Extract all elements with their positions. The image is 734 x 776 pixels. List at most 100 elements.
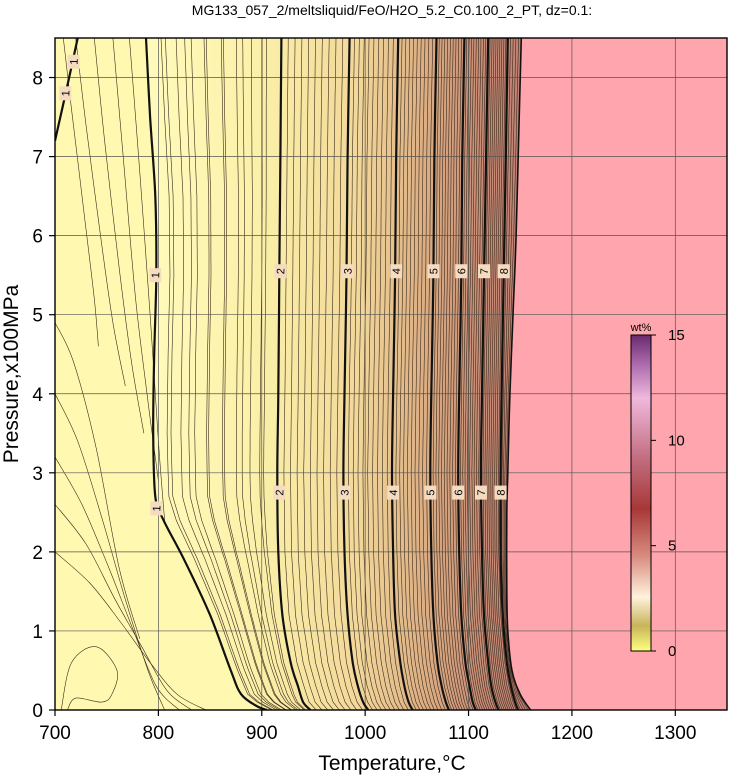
fine-contour-line	[112, 38, 159, 481]
fine-contour-line	[55, 551, 207, 710]
fine-contour-line	[310, 38, 340, 710]
contour-line-8	[499, 38, 520, 710]
fine-contour-line	[486, 38, 505, 710]
fine-contour-line	[223, 38, 292, 710]
fine-contour-line	[452, 38, 471, 710]
contour-label-bg	[274, 264, 287, 279]
fine-contour-line	[160, 38, 272, 710]
contour-label-bg	[494, 485, 507, 500]
y-tick-label: 2	[32, 543, 43, 564]
fine-contour-line	[303, 38, 334, 710]
liquidus-line	[505, 38, 532, 710]
fine-contour-line	[482, 38, 501, 710]
colorbar: wt% 0 5 10 15	[630, 322, 685, 660]
fine-contour-line	[220, 38, 292, 710]
fine-contour-line	[494, 38, 513, 710]
y-axis-label: Pressure,x100MPa	[0, 284, 23, 463]
fine-contour-line	[449, 38, 468, 710]
fine-contour-line	[435, 38, 455, 710]
contour-label-1: 1	[69, 58, 81, 65]
colorbar-tick-label: 0	[668, 643, 676, 660]
fine-contour-line	[478, 38, 497, 710]
fine-contour-line	[476, 38, 495, 710]
fine-contour-line	[496, 38, 515, 710]
colorbar-title: wt%	[630, 322, 652, 334]
contour-label-4: 4	[391, 268, 403, 275]
x-axis-label: Temperature,°C	[318, 752, 465, 775]
contour-label-3: 3	[342, 268, 354, 275]
fine-contour-line	[372, 38, 396, 710]
contour-label-bg	[341, 264, 354, 279]
fine-contour-line	[129, 38, 165, 521]
contour-label-bg	[478, 264, 491, 279]
fine-contour-line	[236, 38, 297, 710]
fine-contour-line	[190, 38, 282, 710]
x-tick-label: 700	[39, 723, 71, 744]
y-tick-label: 5	[32, 306, 43, 327]
fine-contour-line	[55, 504, 192, 710]
contour-label-bg	[387, 485, 400, 500]
contour-label-bg	[273, 485, 286, 500]
fine-contour-line	[352, 38, 378, 710]
x-tick-label: 1100	[448, 723, 489, 744]
contour-label-1: 1	[150, 272, 162, 279]
fine-contour-line	[336, 38, 363, 710]
y-tick-label: 6	[32, 227, 43, 248]
fine-contour-line	[241, 38, 299, 710]
x-tick-label: 900	[246, 723, 278, 744]
y-tick-label: 1	[32, 622, 43, 643]
fine-contour-line	[94, 38, 145, 434]
fine-contour-line	[347, 38, 373, 710]
fine-contour-line	[263, 38, 306, 710]
fine-contour-line	[490, 38, 509, 710]
fine-contour-line	[290, 38, 323, 710]
contour-label-2: 2	[275, 268, 287, 275]
fine-contour-line	[60, 646, 118, 710]
fine-contour-line	[502, 38, 524, 710]
fine-contour-line	[484, 38, 503, 710]
fine-contour-line	[362, 38, 387, 710]
fine-contour-line	[464, 38, 483, 710]
x-tick-label: 1000	[344, 723, 386, 744]
fine-contour-line	[432, 38, 452, 710]
fine-contour-line	[505, 38, 529, 710]
fine-contour-line	[316, 38, 346, 710]
fine-contour-line	[203, 38, 286, 710]
contour-label-bg	[455, 264, 468, 279]
y-tick-label: 8	[32, 69, 43, 90]
fine-contour-line	[414, 38, 435, 710]
fine-contour-line	[367, 38, 391, 710]
contour-label-3: 3	[339, 489, 351, 496]
contour-label-bg	[338, 485, 351, 500]
fine-contour-line	[460, 38, 479, 710]
contour-label-bg	[424, 485, 437, 500]
chart-title: MG133_057_2/meltsliquid/FeO/H2O_5.2_C0.1…	[192, 2, 592, 18]
fine-contour-line	[395, 38, 417, 710]
contour-label-8: 8	[499, 268, 511, 275]
fine-contour-line	[377, 38, 400, 710]
fine-contour-line	[443, 38, 463, 710]
fine-contour-line	[438, 38, 458, 710]
contour-label-8: 8	[495, 489, 507, 496]
fine-contour-line	[418, 38, 439, 710]
no-data-region	[506, 38, 727, 710]
contour-label-1: 1	[60, 90, 72, 97]
contour-label-6: 6	[456, 268, 468, 275]
x-tick-label: 800	[143, 723, 175, 744]
fine-contour-line	[283, 38, 317, 710]
fine-contour-line	[422, 38, 442, 710]
fine-contour-line	[55, 393, 165, 710]
contour-line-7	[479, 38, 500, 710]
plot-frame	[54, 37, 728, 711]
fine-contour-line	[296, 38, 328, 710]
fine-contour-line	[184, 38, 280, 710]
fine-contour-line	[399, 38, 421, 710]
fine-contour-line	[55, 456, 180, 710]
contour-label-bg	[150, 501, 163, 516]
x-tick-label: 1300	[654, 723, 696, 744]
contour-label-bg	[149, 268, 162, 283]
contour-label-bg	[452, 485, 465, 500]
